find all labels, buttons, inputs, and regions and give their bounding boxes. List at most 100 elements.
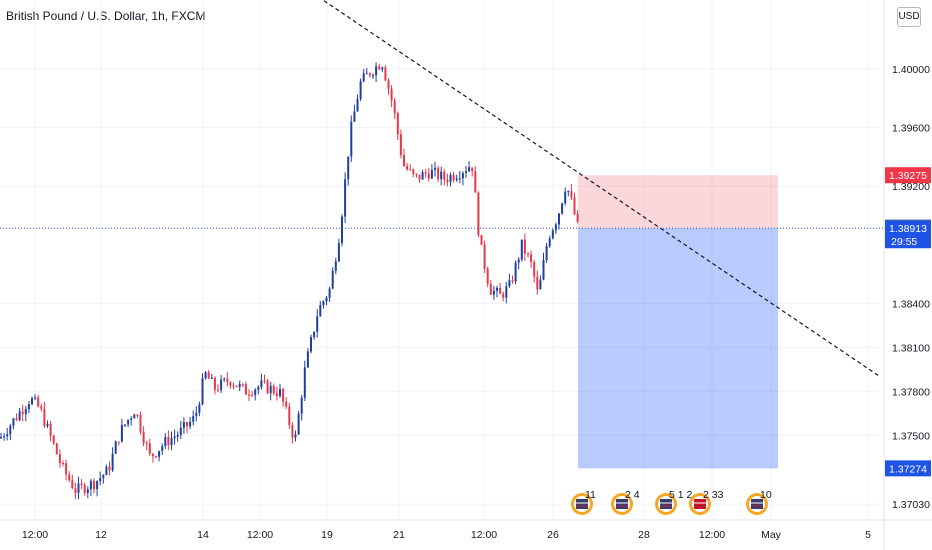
candle-body [136, 414, 139, 416]
candle [341, 214, 343, 247]
candle [62, 460, 64, 467]
candle-body [474, 171, 477, 193]
candle [77, 476, 80, 500]
candle [238, 380, 241, 392]
candle-body [282, 388, 285, 402]
candle-body [244, 384, 247, 395]
candle [564, 187, 567, 206]
candle-body [269, 386, 272, 394]
candle-body [300, 397, 303, 414]
candle [176, 431, 179, 442]
event-label: 11 [585, 489, 596, 501]
candle [142, 426, 145, 447]
candle [65, 459, 68, 481]
candle-body [505, 286, 508, 298]
candle [313, 331, 316, 340]
candle [80, 478, 83, 490]
candle-body [539, 279, 542, 290]
candle-body [489, 283, 492, 295]
candle [424, 168, 427, 178]
candle [483, 240, 486, 274]
candle-body [217, 389, 219, 391]
candle [139, 411, 142, 435]
candle-body [306, 351, 309, 368]
candle [443, 168, 446, 186]
candle [573, 192, 576, 216]
candle-body [322, 301, 325, 306]
candle [158, 450, 161, 462]
candle-body [9, 425, 12, 435]
candle-body [477, 192, 480, 236]
flag-icon [694, 499, 706, 509]
candle-body [294, 434, 297, 438]
candle [155, 455, 157, 459]
candle-body [260, 380, 263, 387]
candle [514, 260, 517, 285]
price-label: 1.37274 [885, 460, 931, 477]
candle-body [561, 203, 564, 214]
candle-body [186, 422, 188, 427]
candle-body [483, 244, 486, 269]
candle-body [288, 406, 291, 425]
candle [52, 434, 55, 445]
candle-body [120, 424, 123, 442]
candle-body [313, 331, 316, 338]
candle [536, 270, 539, 295]
candle [434, 161, 436, 177]
candle [511, 275, 514, 284]
candle [412, 168, 415, 178]
candle-body [337, 243, 340, 262]
candle [461, 171, 464, 186]
candle [474, 166, 477, 193]
countdown-text: 29:55 [891, 236, 917, 248]
candle-body [486, 268, 489, 284]
candle-body [117, 441, 120, 443]
candle [381, 66, 384, 72]
candle [561, 202, 564, 215]
x-tick-label: 19 [321, 529, 333, 541]
candle [520, 239, 523, 262]
candle-body [551, 230, 554, 239]
candle-body [139, 414, 142, 432]
y-tick-label: 1.37030 [892, 499, 930, 511]
currency-button[interactable]: USD [897, 7, 921, 27]
candle [251, 390, 254, 398]
x-tick-label: 12 [95, 529, 107, 541]
candle-body [365, 73, 368, 75]
candle [195, 406, 198, 422]
candle-body [275, 393, 278, 396]
candle [6, 427, 9, 441]
x-tick-label: 12:00 [471, 529, 497, 541]
candle [502, 291, 505, 302]
candle [372, 73, 374, 80]
candle-body [440, 171, 443, 180]
candle [0, 432, 2, 440]
candle-body [576, 214, 579, 222]
candle-body [341, 216, 343, 244]
candle-body [235, 385, 238, 387]
candle [111, 447, 114, 472]
candle-body [375, 66, 378, 76]
x-tick-label: 21 [393, 529, 405, 541]
candle-body [310, 337, 312, 352]
candle-body [393, 100, 396, 114]
candle [235, 385, 238, 388]
candle [300, 394, 303, 421]
candle [527, 252, 529, 258]
candle-body [353, 111, 356, 122]
candle-body [496, 287, 498, 291]
candle [217, 384, 219, 393]
candle-body [430, 169, 433, 179]
candle [266, 379, 269, 395]
candle [71, 474, 74, 490]
candle [207, 369, 210, 379]
candles [0, 62, 579, 500]
candle-body [254, 389, 257, 396]
candle [108, 461, 111, 476]
candle-body [55, 443, 58, 455]
candle-body [452, 174, 455, 181]
candle [499, 282, 502, 294]
candle-body [148, 443, 151, 454]
candle [269, 381, 272, 401]
